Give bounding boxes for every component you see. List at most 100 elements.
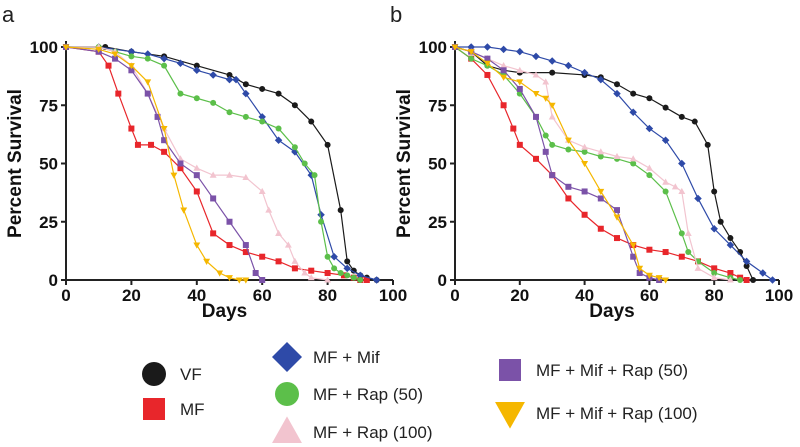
data-point (726, 276, 734, 283)
data-point (768, 276, 777, 284)
data-point (727, 235, 734, 242)
data-point (581, 148, 588, 155)
data-point (467, 49, 475, 56)
data-point (226, 275, 233, 282)
legend-label: MF + Mif (313, 348, 380, 367)
data-point (235, 277, 243, 284)
data-point (484, 55, 491, 62)
data-point (274, 136, 283, 144)
data-point (451, 44, 459, 51)
data-point (532, 52, 540, 61)
data-point (160, 126, 168, 133)
x-tick-label: 20 (510, 286, 529, 305)
x-tick-label: 40 (187, 286, 206, 305)
data-point (542, 132, 549, 139)
data-point (357, 277, 364, 283)
data-point (548, 102, 556, 109)
data-point (161, 62, 168, 69)
legend-marker (142, 362, 166, 386)
data-point (193, 188, 200, 195)
data-point (177, 160, 184, 167)
data-point (193, 242, 201, 249)
y-tick-label: 50 (428, 155, 447, 174)
y-tick-label: 100 (30, 38, 58, 57)
data-point (372, 276, 381, 284)
data-point (242, 249, 249, 256)
data-point (226, 71, 233, 78)
data-point (148, 141, 155, 148)
legend-item: MF + Rap (50) (275, 382, 423, 406)
data-point (308, 118, 315, 125)
data-point (176, 59, 185, 68)
data-point (242, 81, 249, 88)
data-point (308, 267, 315, 274)
data-point (678, 113, 685, 120)
legend-marker (495, 401, 525, 429)
data-point (630, 253, 637, 260)
data-point (252, 270, 259, 277)
legend-marker (272, 342, 302, 372)
data-point (128, 53, 135, 60)
data-point (128, 125, 135, 132)
data-point (548, 113, 556, 120)
data-point (645, 124, 654, 133)
data-point (177, 155, 184, 162)
y-tick-label: 75 (428, 96, 447, 115)
data-point (678, 253, 685, 260)
x-axis-title: Days (589, 301, 634, 322)
data-point (597, 148, 605, 155)
legend-item: MF + Mif (272, 342, 380, 372)
data-point (226, 171, 233, 178)
data-point (717, 218, 724, 225)
data-point (548, 57, 556, 65)
series-mf-mif (451, 43, 777, 284)
data-point (694, 194, 702, 203)
data-point (160, 54, 168, 63)
data-point (112, 55, 119, 62)
data-point (662, 249, 669, 256)
data-point (95, 46, 103, 53)
data-point (500, 102, 507, 109)
legend-item: MF + Rap (100) (272, 416, 433, 444)
data-point (154, 113, 161, 120)
data-point (311, 172, 318, 179)
data-point (564, 61, 573, 70)
data-point (259, 253, 266, 260)
data-point (613, 214, 621, 221)
data-point (542, 95, 550, 102)
series-line (454, 46, 731, 281)
data-point (337, 270, 344, 277)
legend-marker (272, 416, 302, 444)
data-point (678, 187, 686, 195)
data-point (193, 172, 200, 179)
data-point (343, 264, 351, 273)
series-mf-rap-100 (451, 43, 734, 283)
data-point (258, 113, 266, 121)
data-point (500, 67, 507, 74)
data-point (144, 55, 151, 62)
data-point (671, 183, 679, 190)
data-point (500, 62, 508, 69)
data-point (483, 43, 492, 51)
data-point (331, 265, 338, 272)
series-mf (63, 44, 370, 283)
series-mf-mif-rap-100 (62, 44, 250, 284)
data-point (678, 159, 686, 168)
data-point (203, 258, 211, 265)
data-point (636, 270, 643, 277)
data-point (532, 71, 540, 78)
series-line (65, 46, 367, 281)
data-point (613, 152, 621, 160)
legend-item: MF + Mif + Rap (50) (499, 359, 688, 381)
data-point (317, 211, 325, 219)
data-point (144, 50, 152, 58)
data-point (645, 272, 653, 279)
data-point (516, 141, 523, 148)
data-point (597, 75, 605, 84)
series-line (66, 46, 377, 281)
y-tick-label: 25 (39, 213, 58, 232)
data-point (242, 242, 249, 249)
data-point (193, 66, 201, 75)
data-point (226, 109, 233, 116)
data-point (661, 136, 670, 144)
